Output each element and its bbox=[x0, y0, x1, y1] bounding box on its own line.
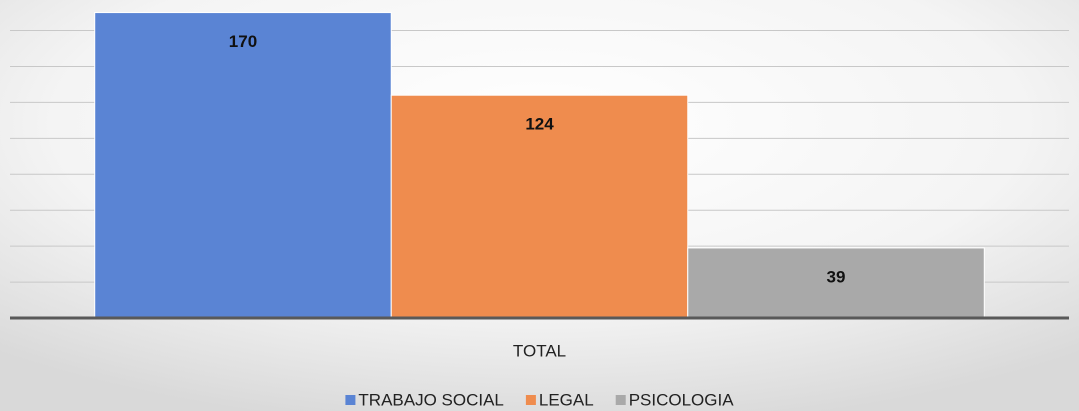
legend-item: PSICOLOGIA bbox=[615, 390, 735, 409]
legend-item: LEGAL bbox=[525, 390, 594, 409]
bar bbox=[390, 94, 689, 319]
legend-label: LEGAL bbox=[539, 390, 594, 409]
legend-swatch bbox=[525, 395, 536, 405]
data-label: 170 bbox=[229, 32, 257, 51]
data-label: 124 bbox=[525, 115, 554, 134]
bar bbox=[94, 12, 392, 319]
x-tick-label: TOTAL bbox=[513, 341, 566, 360]
legend-item: TRABAJO SOCIAL bbox=[345, 390, 504, 409]
legend-swatch bbox=[345, 395, 356, 405]
legend-label: PSICOLOGIA bbox=[629, 390, 735, 409]
bar bbox=[687, 247, 985, 319]
legend-label: TRABAJO SOCIAL bbox=[358, 390, 503, 409]
data-label: 39 bbox=[827, 267, 846, 286]
legend-swatch bbox=[615, 395, 626, 405]
